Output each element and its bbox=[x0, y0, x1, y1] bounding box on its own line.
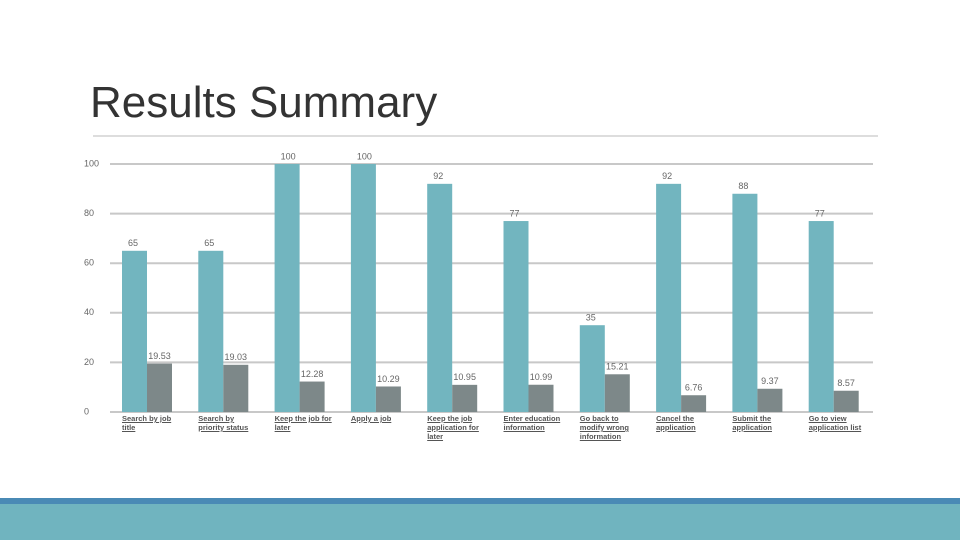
bar bbox=[452, 384, 478, 412]
x-tick-label: Enter education information bbox=[503, 414, 561, 432]
x-tick-label: Go back to modify wrong information bbox=[579, 414, 629, 441]
value-label: 12.28 bbox=[301, 369, 324, 379]
footer-stripe bbox=[0, 498, 960, 504]
bar bbox=[274, 164, 300, 412]
x-tick-label: Apply a job bbox=[350, 414, 392, 423]
value-label: 15.21 bbox=[606, 362, 629, 372]
bar bbox=[299, 381, 325, 412]
bar bbox=[656, 183, 682, 412]
bar bbox=[528, 384, 554, 412]
slide-title: Results Summary bbox=[90, 78, 438, 127]
y-tick-label: 0 bbox=[84, 406, 89, 416]
bar bbox=[198, 250, 224, 412]
value-label: 10.99 bbox=[530, 372, 553, 382]
y-tick-label: 60 bbox=[84, 258, 94, 268]
value-label: 35 bbox=[586, 313, 596, 323]
x-tick-label: Cancel the application bbox=[656, 414, 696, 432]
footer-band bbox=[0, 504, 960, 540]
x-tick-label: Keep the job application for later bbox=[427, 414, 479, 441]
value-label: 100 bbox=[357, 151, 372, 161]
y-tick-label: 80 bbox=[84, 208, 94, 218]
value-label: 65 bbox=[204, 238, 214, 248]
value-label: 6.76 bbox=[685, 383, 703, 393]
bar bbox=[427, 183, 453, 412]
bar bbox=[503, 221, 529, 412]
bar bbox=[833, 390, 859, 412]
bar bbox=[147, 363, 172, 412]
bar bbox=[350, 164, 376, 412]
y-tick-label: 40 bbox=[84, 307, 94, 317]
bar bbox=[122, 250, 147, 412]
bar bbox=[604, 374, 630, 412]
bar bbox=[757, 388, 783, 412]
value-label: 9.37 bbox=[761, 376, 779, 386]
value-label: 77 bbox=[815, 208, 825, 218]
x-tick-label: Go to view application list bbox=[808, 414, 862, 432]
x-tick-label: Submit the application bbox=[732, 414, 772, 432]
bar bbox=[732, 193, 758, 412]
value-label: 8.57 bbox=[837, 378, 855, 388]
y-tick-label: 20 bbox=[84, 357, 94, 367]
value-label: 10.29 bbox=[377, 374, 400, 384]
value-label: 10.95 bbox=[453, 372, 476, 382]
bar bbox=[681, 395, 707, 412]
x-tick-label: Keep the job for later bbox=[274, 414, 332, 432]
value-label: 19.53 bbox=[148, 351, 171, 361]
value-label: 88 bbox=[738, 181, 748, 191]
x-tick-label: Search by priority status bbox=[198, 414, 249, 432]
y-tick-label: 100 bbox=[84, 158, 99, 168]
bar bbox=[223, 364, 249, 412]
value-label: 100 bbox=[281, 151, 296, 161]
value-label: 92 bbox=[433, 171, 443, 181]
bar bbox=[375, 386, 401, 412]
value-label: 77 bbox=[510, 208, 520, 218]
bar bbox=[579, 325, 605, 412]
value-label: 92 bbox=[662, 171, 672, 181]
value-label: 65 bbox=[128, 238, 138, 248]
bar bbox=[808, 221, 834, 412]
x-tick-label: Search by job title bbox=[122, 414, 172, 432]
value-label: 19.03 bbox=[225, 352, 248, 362]
